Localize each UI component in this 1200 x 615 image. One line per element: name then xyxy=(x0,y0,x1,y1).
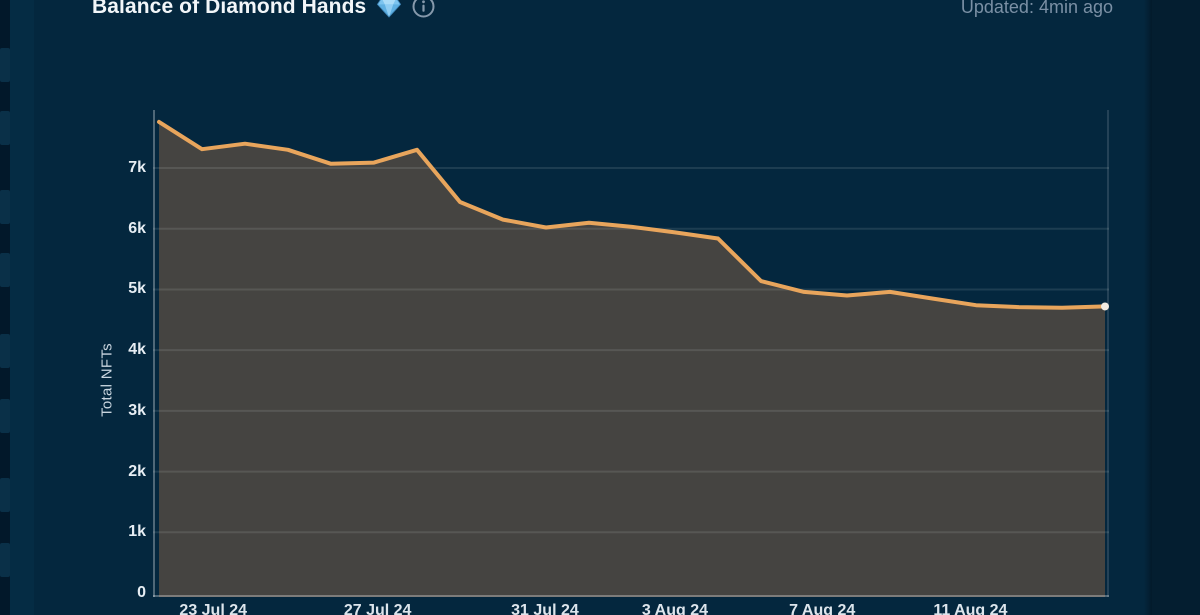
x-tick-label: 11 Aug 24 xyxy=(933,602,1008,615)
chart-svg[interactable] xyxy=(153,110,1109,598)
sidebar-item-placeholder[interactable] xyxy=(0,334,10,368)
sidebar-edge-band xyxy=(10,0,34,615)
y-tick-label: 7k xyxy=(128,159,146,177)
y-tick-label: 4k xyxy=(128,341,146,359)
sidebar-item-placeholder[interactable] xyxy=(0,48,10,82)
page-gap-right xyxy=(1152,0,1200,615)
y-tick-label: 6k xyxy=(128,219,146,237)
x-tick-label: 23 Jul 24 xyxy=(179,602,248,615)
y-tick-label: 1k xyxy=(128,523,146,541)
y-tick-label: 3k xyxy=(128,401,146,419)
x-tick-label: 27 Jul 24 xyxy=(343,602,412,615)
diamond-icon xyxy=(377,0,402,18)
y-tick-labels: 0 1k 2k 3k 4k 5k 6k 7k xyxy=(0,0,146,615)
sidebar-item-placeholder[interactable] xyxy=(0,190,10,224)
area-fill xyxy=(159,121,1105,598)
info-icon[interactable] xyxy=(412,0,435,18)
left-sidebar-rail xyxy=(0,0,10,615)
sidebar-item-placeholder[interactable] xyxy=(0,253,10,287)
x-tick-label: 31 Jul 24 xyxy=(511,602,579,615)
sidebar-item-placeholder[interactable] xyxy=(0,543,10,577)
y-tick-label: 0 xyxy=(137,584,146,601)
y-tick-label: 5k xyxy=(128,280,146,298)
x-tick-labels: 23 Jul 24 27 Jul 24 31 Jul 24 3 Aug 24 7 Aug… xyxy=(153,602,1109,615)
x-tick-label: 7 Aug 24 xyxy=(789,602,856,615)
sidebar-item-placeholder[interactable] xyxy=(0,111,10,145)
chart-header: Balance of Diamond Hands xyxy=(92,0,435,19)
y-tick-label: 2k xyxy=(128,462,146,480)
card-edge-seam xyxy=(1144,0,1152,615)
trend-line xyxy=(157,119,1107,310)
sidebar-item-placeholder[interactable] xyxy=(0,478,10,512)
endpoint-dot xyxy=(1101,302,1109,311)
chart-area[interactable] xyxy=(153,110,1109,598)
updated-timestamp: Updated: 4min ago xyxy=(960,0,1113,17)
sidebar-item-placeholder[interactable] xyxy=(0,399,10,433)
page-title: Balance of Diamond Hands xyxy=(92,0,367,18)
x-tick-label: 3 Aug 24 xyxy=(641,602,709,615)
